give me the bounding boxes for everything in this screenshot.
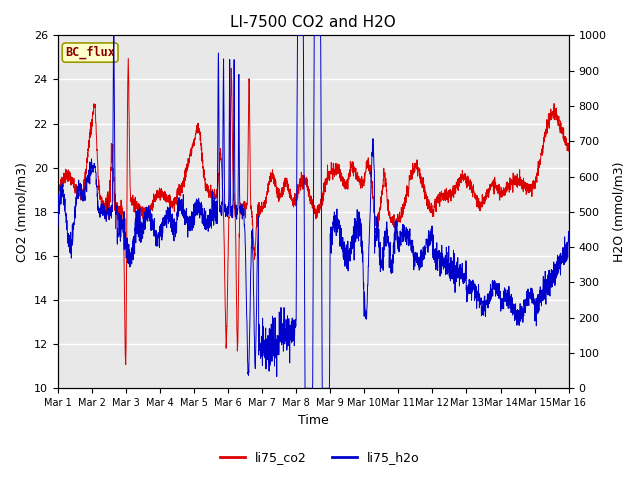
Title: LI-7500 CO2 and H2O: LI-7500 CO2 and H2O bbox=[230, 15, 396, 30]
Legend: li75_co2, li75_h2o: li75_co2, li75_h2o bbox=[215, 446, 425, 469]
Y-axis label: H2O (mmol/m3): H2O (mmol/m3) bbox=[612, 162, 625, 262]
Y-axis label: CO2 (mmol/m3): CO2 (mmol/m3) bbox=[15, 162, 28, 262]
Text: BC_flux: BC_flux bbox=[65, 46, 115, 59]
X-axis label: Time: Time bbox=[298, 414, 328, 427]
